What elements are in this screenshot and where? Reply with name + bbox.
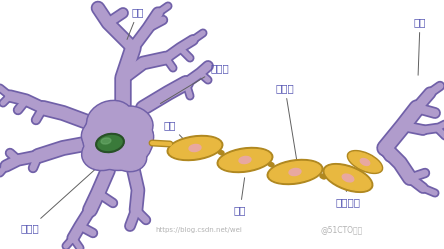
Text: 细胞体: 细胞体 — [160, 63, 229, 104]
Ellipse shape — [289, 168, 301, 176]
Text: 细胞核: 细胞核 — [20, 167, 98, 233]
Ellipse shape — [83, 120, 113, 146]
Ellipse shape — [267, 160, 323, 185]
Text: 轴突: 轴突 — [164, 120, 190, 146]
Ellipse shape — [113, 106, 153, 140]
Ellipse shape — [219, 149, 271, 171]
Ellipse shape — [84, 107, 152, 169]
Ellipse shape — [109, 140, 147, 172]
Ellipse shape — [167, 135, 223, 161]
Ellipse shape — [347, 151, 383, 174]
Ellipse shape — [111, 142, 145, 170]
Ellipse shape — [123, 119, 154, 147]
Ellipse shape — [360, 159, 370, 165]
Ellipse shape — [325, 166, 371, 190]
Ellipse shape — [124, 121, 152, 145]
Ellipse shape — [115, 108, 151, 138]
Text: 髓鞘: 髓鞘 — [234, 178, 246, 215]
Text: 细胞结: 细胞结 — [276, 83, 297, 165]
Ellipse shape — [217, 147, 273, 173]
Ellipse shape — [83, 106, 154, 171]
Ellipse shape — [342, 174, 354, 182]
Text: 施旺细胞: 施旺细胞 — [336, 185, 361, 207]
Ellipse shape — [96, 134, 124, 152]
Ellipse shape — [189, 144, 201, 152]
Ellipse shape — [81, 118, 115, 148]
Text: 树突: 树突 — [127, 7, 144, 39]
Ellipse shape — [101, 138, 111, 144]
Ellipse shape — [269, 161, 321, 183]
Ellipse shape — [349, 152, 381, 172]
Ellipse shape — [87, 100, 134, 140]
Ellipse shape — [82, 135, 124, 171]
Text: @51CTO博客: @51CTO博客 — [320, 225, 362, 234]
Ellipse shape — [88, 102, 132, 138]
Ellipse shape — [83, 137, 123, 169]
Ellipse shape — [169, 137, 221, 159]
Text: 突触: 突触 — [414, 17, 426, 75]
Ellipse shape — [239, 156, 251, 164]
Ellipse shape — [323, 164, 373, 192]
Text: https://blog.csdn.net/wei: https://blog.csdn.net/wei — [155, 227, 242, 233]
